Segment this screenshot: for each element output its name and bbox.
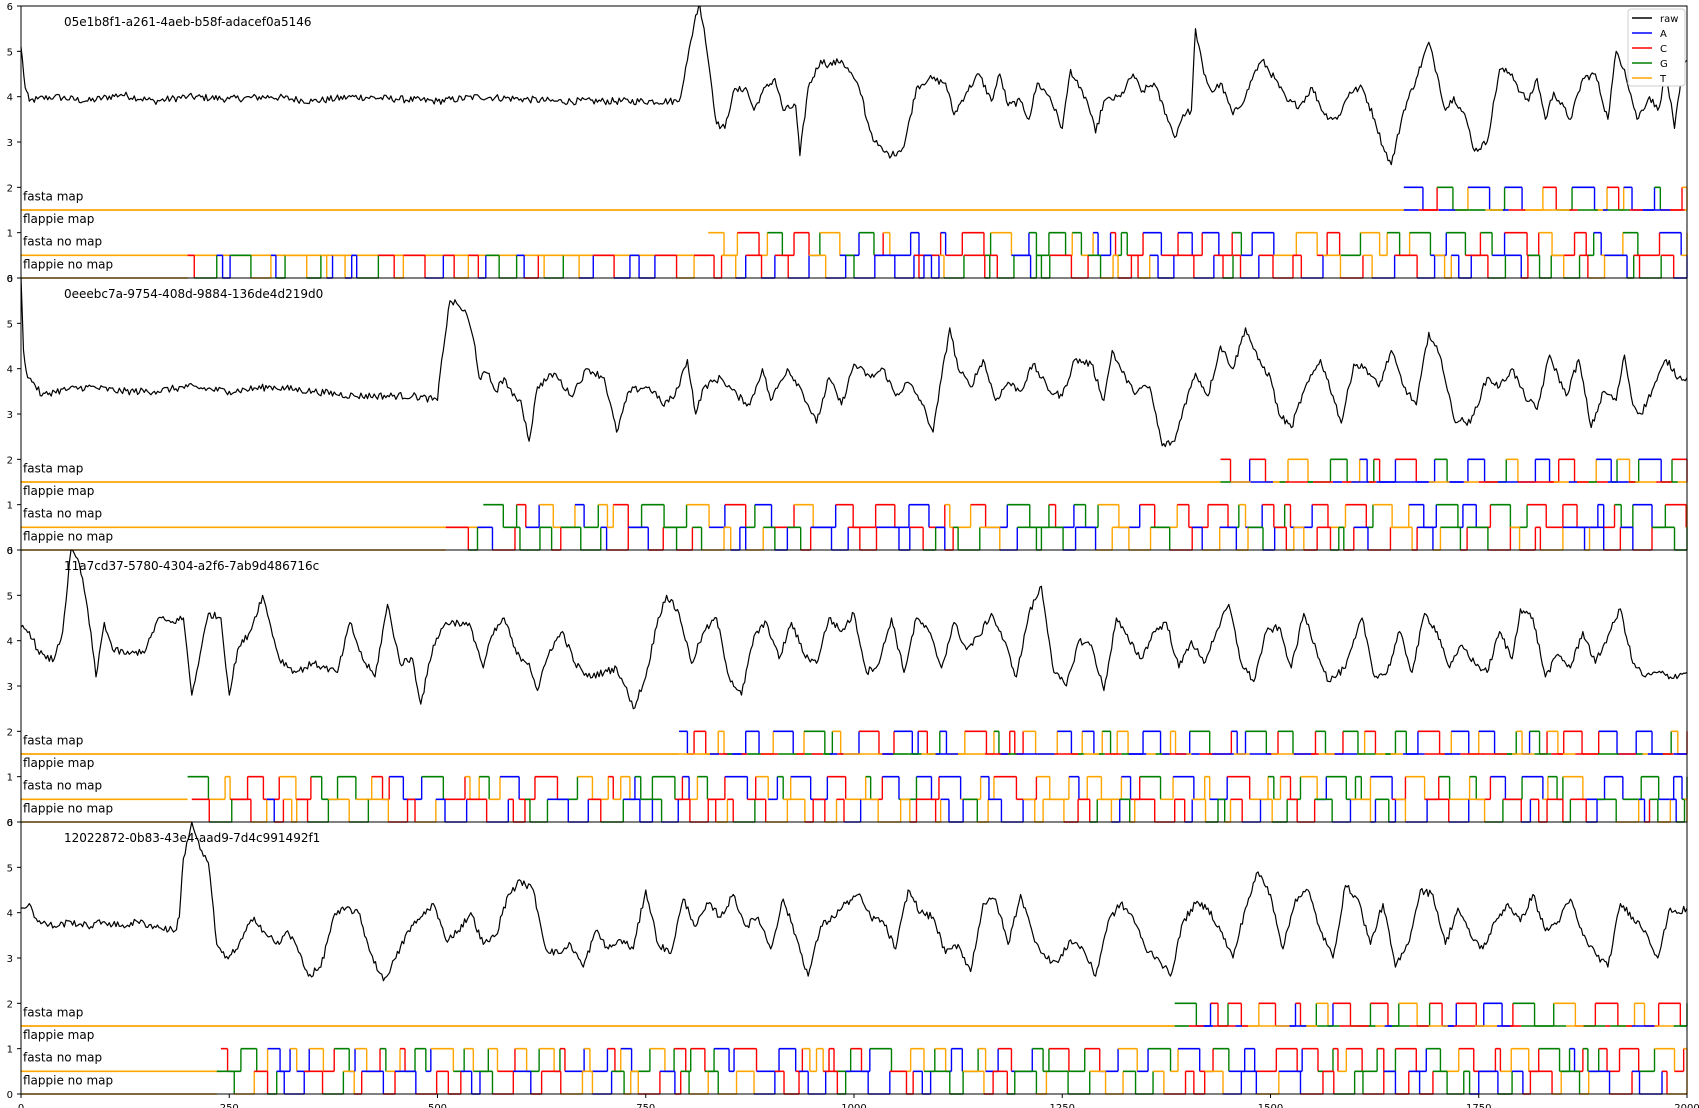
panel-title: 0eeebc7a-9754-408d-9884-136de4d219d0 bbox=[64, 287, 323, 301]
raw-signal-line bbox=[20, 821, 1688, 982]
x-axis: 0 250 500 750 1000 1250 1500 1750 2000 bbox=[18, 1094, 1699, 1108]
track-label: flappie no map bbox=[23, 801, 113, 815]
legend-entry-label: raw bbox=[1660, 14, 1678, 25]
track-label: fasta map bbox=[23, 733, 83, 747]
y-tick-label: 2 bbox=[7, 999, 13, 1010]
x-tick-label: 1250 bbox=[1050, 1103, 1075, 1108]
x-tick-label: 500 bbox=[428, 1103, 447, 1108]
panel-title: 05e1b8f1-a261-4aeb-b58f-adacef0a5146 bbox=[64, 15, 311, 29]
legend-entry-label: A bbox=[1660, 29, 1667, 40]
y-tick-label: 0 bbox=[7, 818, 13, 829]
y-tick-label: 1 bbox=[7, 773, 13, 784]
track-label: flappie no map bbox=[23, 529, 113, 543]
raw-signal-line bbox=[20, 5, 1688, 166]
y-tick-label: 0 bbox=[7, 546, 13, 557]
y-tick-label: 6 bbox=[7, 2, 13, 13]
track-label: fasta map bbox=[23, 1005, 83, 1019]
y-tick-label: 6 bbox=[7, 546, 13, 557]
x-tick-label: 1500 bbox=[1258, 1103, 1283, 1108]
track-label: fasta no map bbox=[23, 1051, 102, 1065]
x-tick-label: 0 bbox=[18, 1103, 24, 1108]
x-tick-label: 750 bbox=[636, 1103, 655, 1108]
panel-title: 12022872-0b83-43e4-aad9-7d4c991492f1 bbox=[64, 831, 320, 845]
x-tick-label: 1000 bbox=[841, 1103, 866, 1108]
y-tick-label: 3 bbox=[7, 138, 13, 149]
y-tick-label: 6 bbox=[7, 274, 13, 285]
track-label: flappie map bbox=[23, 1028, 94, 1042]
y-tick-label: 4 bbox=[7, 637, 13, 648]
y-tick-label: 3 bbox=[7, 410, 13, 421]
y-tick-label: 4 bbox=[7, 365, 13, 376]
y-tick-label: 3 bbox=[7, 954, 13, 965]
y-tick-label: 5 bbox=[7, 47, 13, 58]
x-tick-label: 250 bbox=[220, 1103, 239, 1108]
y-tick-label: 0 bbox=[7, 1090, 13, 1101]
legend-box bbox=[1627, 8, 1686, 87]
raw-signal-line bbox=[20, 277, 1688, 448]
track-label: fasta no map bbox=[23, 507, 102, 521]
panel: fasta map flappie map fasta no map flappie … bbox=[7, 818, 1688, 1101]
legend-entry-label: T bbox=[1659, 74, 1667, 85]
track-label: flappie no map bbox=[23, 1073, 113, 1087]
y-tick-label: 5 bbox=[7, 591, 13, 602]
y-tick-label: 1 bbox=[7, 501, 13, 512]
track-label: fasta no map bbox=[23, 779, 102, 793]
track-label: fasta map bbox=[23, 461, 83, 475]
legend-entry-label: G bbox=[1660, 59, 1668, 70]
y-tick-label: 1 bbox=[7, 1045, 13, 1056]
y-tick-label: 2 bbox=[7, 727, 13, 738]
y-tick-label: 5 bbox=[7, 863, 13, 874]
y-tick-label: 4 bbox=[7, 93, 13, 104]
y-tick-label: 0 bbox=[7, 274, 13, 285]
track-label: flappie no map bbox=[23, 257, 113, 271]
panel: fasta map flappie map fasta no map flappie … bbox=[7, 274, 1688, 557]
track-label: fasta no map bbox=[23, 235, 102, 249]
y-tick-label: 2 bbox=[7, 183, 13, 194]
panel-title: 11a7cd37-5780-4304-a2f6-7ab9d486716c bbox=[64, 559, 319, 573]
track-label: fasta map bbox=[23, 189, 83, 203]
panels-layer: fasta map flappie map fasta no map flappie … bbox=[7, 2, 1688, 1101]
raw-signal-line bbox=[20, 549, 1688, 710]
y-tick-label: 6 bbox=[7, 818, 13, 829]
track-label: flappie map bbox=[23, 756, 94, 770]
y-tick-label: 4 bbox=[7, 909, 13, 920]
track-label: flappie map bbox=[23, 484, 94, 498]
y-tick-label: 1 bbox=[7, 229, 13, 240]
legend-entry-label: C bbox=[1660, 44, 1667, 55]
y-tick-label: 3 bbox=[7, 682, 13, 693]
y-tick-label: 2 bbox=[7, 455, 13, 466]
x-tick-label: 1750 bbox=[1466, 1103, 1491, 1108]
x-tick-label: 2000 bbox=[1674, 1103, 1699, 1108]
y-tick-label: 5 bbox=[7, 319, 13, 330]
track-label: flappie map bbox=[23, 212, 94, 226]
